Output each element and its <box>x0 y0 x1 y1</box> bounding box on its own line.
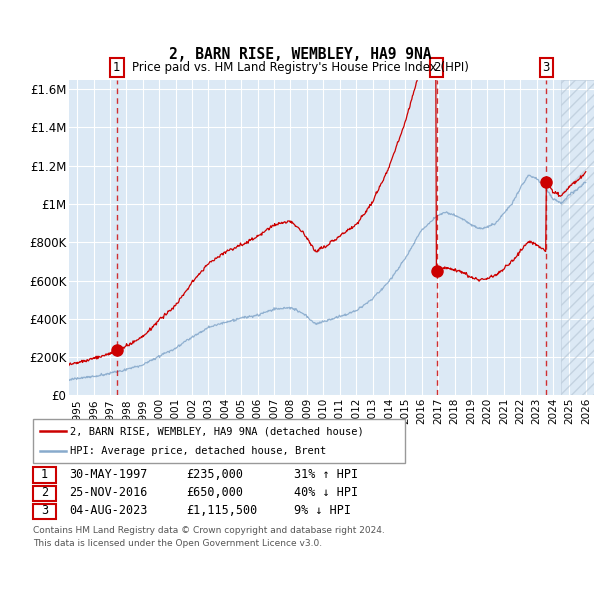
Text: £650,000: £650,000 <box>186 486 243 499</box>
Text: 25-NOV-2016: 25-NOV-2016 <box>69 486 148 499</box>
Text: 31% ↑ HPI: 31% ↑ HPI <box>294 468 358 481</box>
Text: 2: 2 <box>433 61 440 74</box>
Text: 40% ↓ HPI: 40% ↓ HPI <box>294 486 358 499</box>
Text: 9% ↓ HPI: 9% ↓ HPI <box>294 504 351 517</box>
Text: £235,000: £235,000 <box>186 468 243 481</box>
Text: 2, BARN RISE, WEMBLEY, HA9 9NA: 2, BARN RISE, WEMBLEY, HA9 9NA <box>169 47 431 62</box>
Text: 2: 2 <box>41 486 48 499</box>
Text: 04-AUG-2023: 04-AUG-2023 <box>69 504 148 517</box>
Text: 30-MAY-1997: 30-MAY-1997 <box>69 468 148 481</box>
Text: Contains HM Land Registry data © Crown copyright and database right 2024.
This d: Contains HM Land Registry data © Crown c… <box>33 526 385 549</box>
Text: HPI: Average price, detached house, Brent: HPI: Average price, detached house, Bren… <box>70 446 326 455</box>
Text: Price paid vs. HM Land Registry's House Price Index (HPI): Price paid vs. HM Land Registry's House … <box>131 61 469 74</box>
Text: 3: 3 <box>542 61 550 74</box>
Text: 1: 1 <box>41 468 48 481</box>
Text: 3: 3 <box>41 504 48 517</box>
Text: 1: 1 <box>113 61 121 74</box>
Text: £1,115,500: £1,115,500 <box>186 504 257 517</box>
Text: 2, BARN RISE, WEMBLEY, HA9 9NA (detached house): 2, BARN RISE, WEMBLEY, HA9 9NA (detached… <box>70 427 364 436</box>
